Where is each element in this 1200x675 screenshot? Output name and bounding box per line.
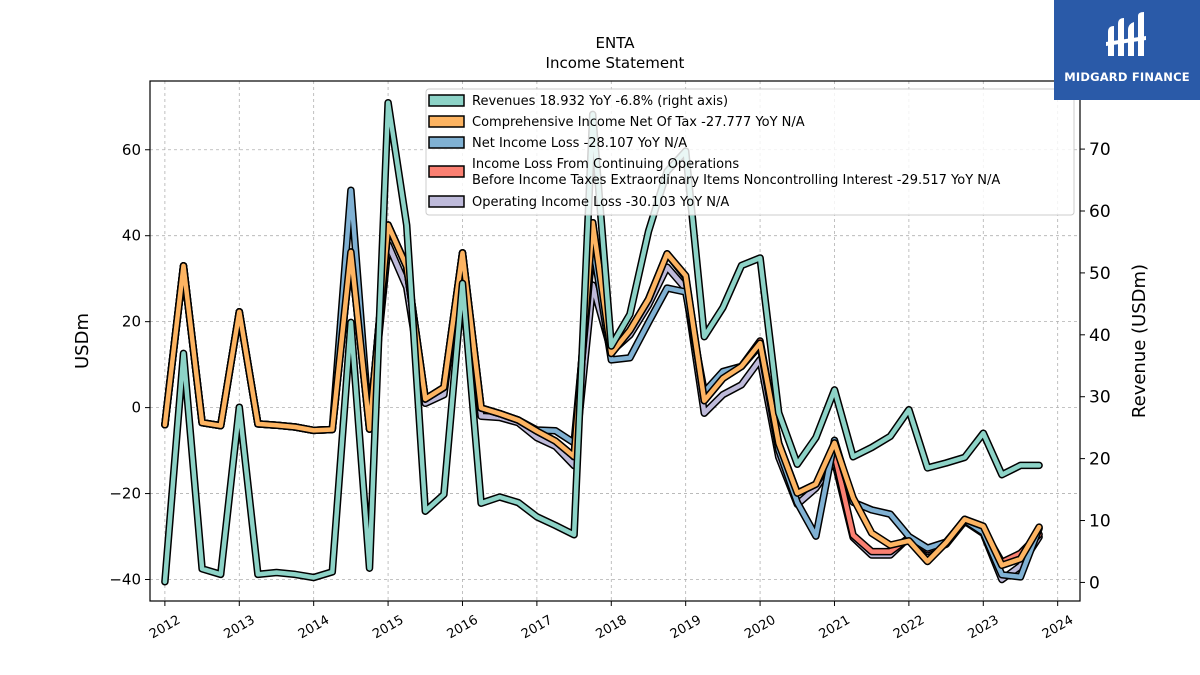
legend-label: Net Income Loss -28.107 YoY N/A (472, 136, 687, 151)
legend-swatch (428, 136, 465, 149)
midgard-logo-icon (1106, 12, 1146, 56)
legend-box (425, 88, 1075, 216)
x-tick-label: 2019 (668, 613, 704, 643)
brand-name: MIDGARD FINANCE (1064, 70, 1190, 84)
x-tick-label: 2016 (445, 613, 481, 643)
y-tick-label-right: 40 (1089, 326, 1111, 346)
legend-label: Operating Income Loss -30.103 YoY N/A (472, 195, 729, 210)
x-tick-label: 2017 (519, 613, 555, 643)
y-tick-label-left: −40 (109, 571, 141, 589)
y-tick-label-left: −20 (109, 485, 141, 503)
chart-title: ENTA (596, 34, 636, 52)
y-tick-label-right: 50 (1089, 264, 1111, 284)
legend-swatch (428, 165, 465, 178)
x-tick-label: 2012 (147, 613, 183, 643)
brand-logo: MIDGARD FINANCE (1054, 0, 1200, 100)
legend-swatch (428, 94, 465, 107)
series-lines (161, 98, 1043, 586)
x-tick-label: 2015 (370, 613, 406, 643)
series-line-0 (162, 100, 1042, 585)
legend-label: Comprehensive Income Net Of Tax -27.777 … (472, 115, 805, 130)
plot-frame (149, 80, 1081, 602)
x-tick-label: 2024 (1040, 613, 1076, 643)
x-tick-label: 2018 (593, 613, 629, 643)
x-tick-label: 2020 (742, 613, 778, 643)
x-tick-label: 2013 (221, 613, 257, 643)
legend-swatch (428, 115, 465, 128)
y-tick-label-left: 0 (131, 399, 141, 417)
y-tick-label-right: 60 (1089, 202, 1111, 222)
y-tick-label-left: 40 (122, 227, 141, 245)
y-tick-label-right: 0 (1089, 573, 1100, 593)
y-tick-label-left: 60 (122, 141, 141, 159)
y-tick-label-right: 30 (1089, 388, 1111, 408)
x-tick-label: 2022 (891, 613, 927, 643)
series-line-1 (162, 220, 1042, 568)
x-tick-label: 2014 (296, 613, 332, 643)
y-tick-label-right: 10 (1089, 512, 1111, 532)
y-axis-label-right: Revenue (USDm) (1129, 264, 1150, 418)
chart-subtitle: Income Statement (546, 54, 685, 72)
y-axis-label-left: USDm (72, 313, 93, 369)
legend-swatch (428, 195, 465, 208)
y-tick-label-right: 20 (1089, 450, 1111, 470)
x-tick-label: 2023 (965, 613, 1001, 643)
legend-label-multiline: Income Loss From Continuing Operations Be… (472, 157, 1000, 188)
legend: Revenues 18.932 YoY -6.8% (right axis) Co… (425, 88, 1075, 216)
y-tick-label-left: 20 (122, 313, 141, 331)
x-tick-label: 2021 (817, 613, 853, 643)
legend-label: Revenues 18.932 YoY -6.8% (right axis) (472, 94, 728, 109)
y-tick-label-right: 70 (1089, 140, 1111, 160)
